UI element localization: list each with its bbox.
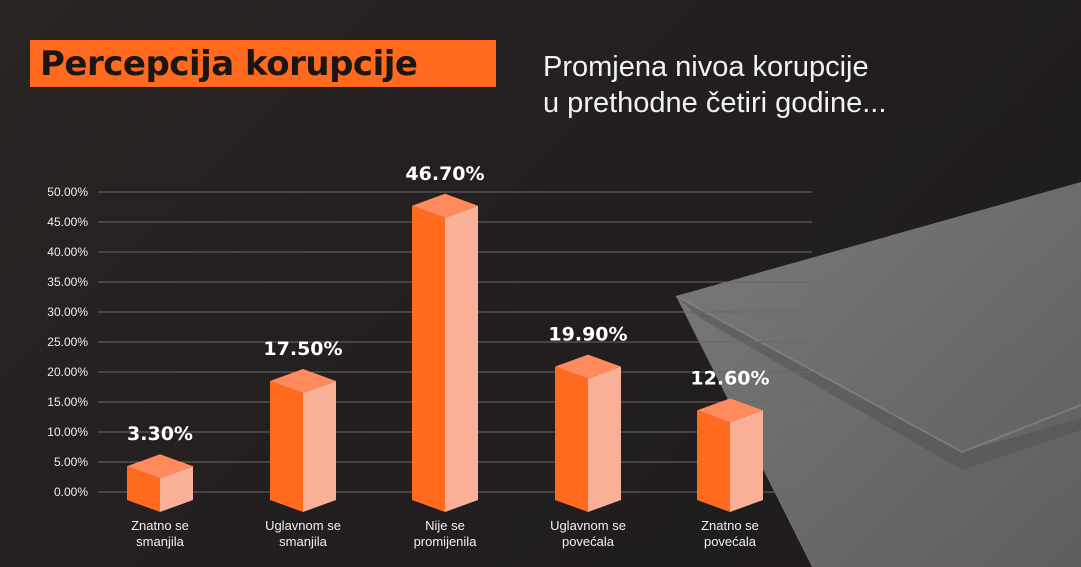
- subtitle-line-1: Promjena nivoa korupcije: [543, 51, 869, 83]
- bar-top-face: [270, 369, 336, 393]
- y-tick-label: 40.00%: [47, 245, 88, 259]
- y-tick-label: 5.00%: [54, 455, 88, 469]
- y-tick-label: 20.00%: [47, 365, 88, 379]
- bar: [412, 193, 478, 513]
- bar-side-face: [303, 381, 336, 512]
- bar-side-face: [445, 205, 478, 513]
- y-tick-label: 15.00%: [47, 395, 88, 409]
- page-title: Percepcija korupcije: [40, 43, 418, 84]
- x-category-label: Uglavnom se: [550, 518, 626, 533]
- bar-top-face: [697, 398, 763, 423]
- x-category-label: promijenila: [414, 534, 478, 549]
- bar-top-face: [412, 193, 478, 218]
- subtitle: Promjena nivoa korupcije u prethodne čet…: [543, 49, 886, 121]
- bar-top-face: [127, 454, 193, 479]
- bar-front-face: [412, 205, 445, 513]
- x-category-label: Znatno se: [701, 518, 759, 533]
- data-label: 17.50%: [263, 338, 342, 360]
- bar: [270, 369, 336, 512]
- bar-side-face: [160, 466, 193, 512]
- data-label: 3.30%: [127, 423, 193, 445]
- bar-front-face: [555, 366, 588, 512]
- y-tick-label: 30.00%: [47, 305, 88, 319]
- bar-side-face: [588, 366, 621, 512]
- bar-front-face: [127, 466, 160, 512]
- subtitle-line-2: u prethodne četiri godine...: [543, 87, 887, 119]
- bar-front-face: [697, 410, 730, 512]
- x-category-label: Uglavnom se: [265, 518, 341, 533]
- x-category-label: Znatno se: [131, 518, 189, 533]
- y-tick-label: 50.00%: [47, 185, 88, 199]
- y-tick-label: 35.00%: [47, 275, 88, 289]
- title-banner: Percepcija korupcije: [30, 40, 496, 87]
- data-label: 46.70%: [405, 163, 484, 185]
- x-category-label: povećala: [704, 534, 757, 549]
- data-labels-layer: 3.30% 17.50% 46.70% 19.90% 12.60%: [127, 163, 770, 445]
- y-tick-label: 25.00%: [47, 335, 88, 349]
- data-label: 19.90%: [548, 324, 627, 346]
- bar-side-face: [730, 410, 763, 512]
- y-tick-label: 10.00%: [47, 425, 88, 439]
- bars-layer: [127, 193, 763, 513]
- bar: [127, 454, 193, 512]
- x-category-label: smanjila: [279, 534, 327, 549]
- data-label: 12.60%: [690, 367, 769, 389]
- x-category-label: povećala: [562, 534, 615, 549]
- x-category-label: Nije se: [425, 518, 465, 533]
- y-tick-label: 0.00%: [54, 485, 88, 499]
- bar-top-face: [555, 354, 621, 379]
- x-category-label: smanjila: [136, 534, 184, 549]
- bar: [555, 354, 621, 512]
- bar: [697, 398, 763, 512]
- y-tick-label: 45.00%: [47, 215, 88, 229]
- bar-front-face: [270, 381, 303, 512]
- y-axis-ticks: 0.00% 5.00% 10.00% 15.00% 20.00% 25.00% 30.00%…: [47, 185, 88, 499]
